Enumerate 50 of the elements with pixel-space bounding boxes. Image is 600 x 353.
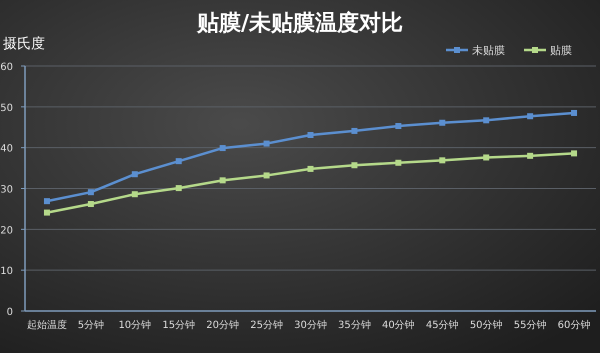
point (483, 154, 490, 160)
point (176, 185, 182, 192)
legend-label: 贴膜 (550, 44, 572, 57)
point (571, 150, 578, 156)
point (132, 171, 138, 178)
point (527, 113, 534, 120)
point (483, 117, 490, 124)
x-tick-label: 60分钟 (558, 319, 590, 331)
y-tick-label: 60 (0, 62, 13, 73)
y-tick-label: 30 (0, 184, 13, 196)
x-tick-label: 50分钟 (470, 319, 503, 331)
x-tick-label: 30分钟 (294, 319, 327, 331)
x-tick-label: 25分钟 (250, 319, 283, 331)
y-tick-label: 40 (0, 144, 13, 155)
x-tick-label: 20分钟 (206, 319, 240, 331)
point (308, 166, 314, 172)
point (264, 172, 270, 178)
chart-title: 贴膜/未贴膜温度对比 (196, 10, 404, 36)
point (88, 201, 94, 208)
point (220, 145, 226, 152)
point (88, 189, 94, 196)
x-tick-label: 10分钟 (118, 319, 152, 331)
x-tick-label: 35分钟 (338, 319, 371, 331)
x-tick-label: 45分钟 (426, 319, 459, 331)
point (439, 120, 446, 126)
x-tick-label: 5分钟 (78, 319, 104, 331)
point (571, 110, 578, 116)
point (220, 177, 226, 184)
y-tick-label: 0 (6, 307, 13, 318)
point (44, 210, 50, 216)
y-tick-label: 50 (0, 102, 13, 114)
point (527, 152, 534, 159)
x-tick-label: 起始温度 (26, 319, 67, 331)
point (132, 191, 138, 198)
x-tick-label: 15分钟 (162, 319, 196, 331)
x-tick-label: 40分钟 (382, 319, 415, 331)
point (308, 132, 314, 138)
y-tick-label: 10 (0, 266, 13, 278)
point (351, 128, 358, 134)
point (44, 198, 50, 204)
point (439, 157, 446, 164)
point (351, 162, 358, 168)
y-axis-title: 摄氏度 (3, 36, 45, 52)
point (176, 158, 182, 164)
y-tick-label: 20 (0, 225, 13, 236)
point (264, 140, 270, 147)
legend-label: 未贴膜 (472, 44, 505, 57)
point (395, 123, 402, 130)
x-tick-label: 55分钟 (514, 319, 546, 331)
point (395, 160, 402, 166)
